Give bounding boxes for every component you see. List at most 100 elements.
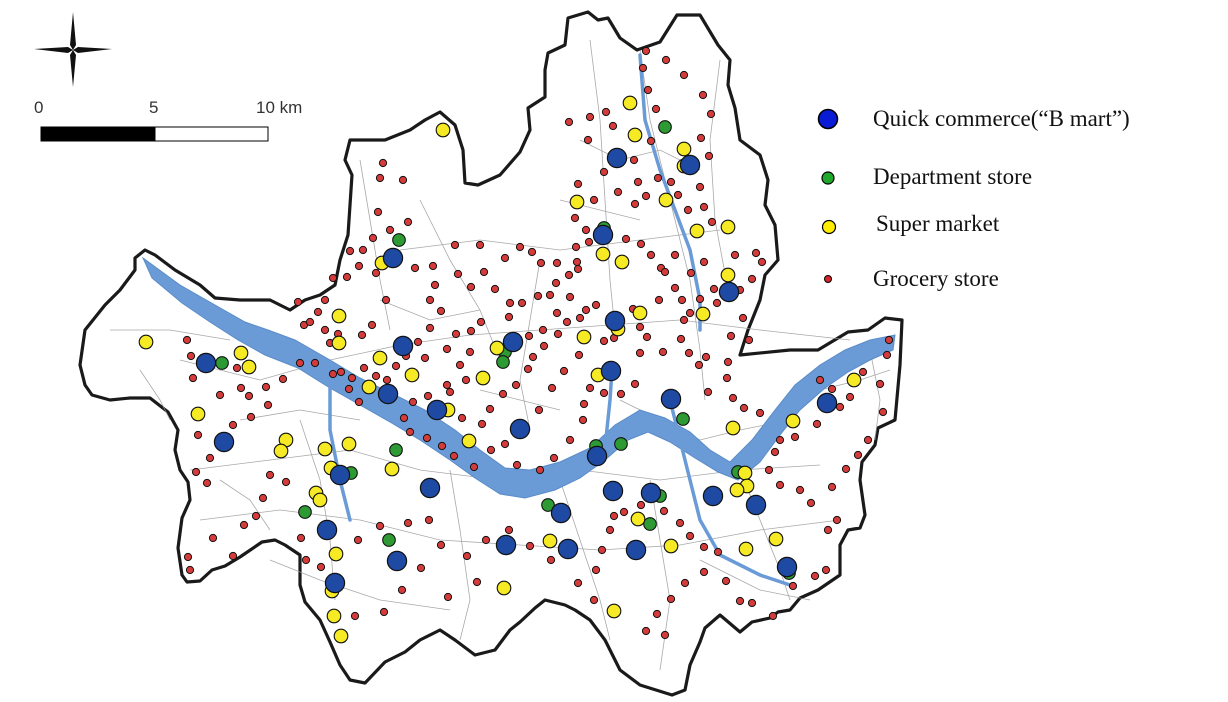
grocery-store-marker [410,263,420,273]
grocery-store-marker [477,419,487,429]
bmart-marker [195,352,217,374]
grocery-store-marker [228,420,238,430]
grocery-store-marker [621,234,631,244]
grocery-store-marker [403,518,413,528]
grocery-store-marker [475,240,485,250]
grocery-store-marker [599,388,609,398]
grocery-store-marker [551,278,561,288]
grocery-store-marker [616,389,626,399]
grocery-store-marker [564,270,574,280]
grocery-store-marker [445,387,455,397]
supermarket-marker [542,533,558,549]
grocery-store-marker [481,535,491,545]
grocery-store-marker [764,465,774,475]
supermarket-marker [622,95,638,111]
grocery-store-marker [770,447,780,457]
department-store-marker [614,437,628,451]
grocery-store-marker [635,348,645,358]
grocery-store-marker [328,369,338,379]
grocery-store-marker [208,533,218,543]
bmart-marker [586,445,608,467]
grocery-store-marker [755,408,765,418]
bmart-marker [495,534,517,556]
han-river [141,256,896,499]
legend-label-supermarket: Super market [876,211,1000,236]
grocery-store-marker [536,258,546,268]
bmart-marker [426,399,448,421]
department-store-marker [215,356,229,370]
bmart-marker [625,539,647,561]
grocery-store-marker [391,361,401,371]
grocery-store-marker [574,350,584,360]
grocery-store-marker [652,609,662,619]
grocery-store-marker [670,283,680,293]
department-store-marker [382,533,396,547]
supermarket-marker [630,511,646,527]
grocery-store-marker [552,258,562,268]
supermarket-marker [361,379,377,395]
grocery-store-marker [575,313,585,323]
grocery-store-marker [709,284,719,294]
grocery-store-marker [193,430,203,440]
bmart-marker [316,519,338,541]
grocery-store-marker [658,347,668,357]
department-store-marker [541,498,555,512]
grocery-store-marker [202,478,212,488]
grocery-store-marker [373,207,383,217]
bmart-marker [606,147,628,169]
grocery-store-marker [722,373,732,383]
grocery-store-marker [853,450,863,460]
bmart-marker [604,310,626,332]
scale-tick-10km: 10 km [256,98,302,117]
grocery-store-marker [408,397,418,407]
bmart-marker [377,383,399,405]
grocery-store-marker [613,187,623,197]
supermarket-marker [569,194,585,210]
grocery-store-marker [591,300,601,310]
grocery-store-marker [524,331,534,341]
grocery-store-marker [581,305,591,315]
supermarket-marker [331,308,347,324]
grocery-store-marker [564,117,574,127]
grocery-store-marker [423,391,433,401]
grocery-store-marker [405,427,415,437]
grocery-store-marker [573,179,583,189]
grocery-store-marker [538,325,548,335]
bmart-marker [386,550,408,572]
grocery-store-marker [381,295,391,305]
bmart-marker [745,494,767,516]
grocery-store-marker [675,518,685,528]
grocery-store-marker [584,237,594,247]
grocery-store-marker [642,332,652,342]
supermarket-marker [317,441,333,457]
supermarket-marker [190,406,206,422]
grocery-store-marker [525,541,535,551]
bmart-marker [660,388,682,410]
grocery-store-marker [884,335,894,345]
grocery-store-marker [385,225,395,235]
supermarket-marker [663,538,679,554]
grocery-store-marker [457,413,467,423]
grocery-store-marker [573,578,583,588]
grocery-store-marker [420,353,430,363]
grocery-store-marker [863,435,873,445]
grocery-store-marker [775,435,785,445]
grocery-store-marker [466,326,476,336]
grocery-store-marker [191,467,201,477]
grocery-store-marker [449,451,459,461]
grocery-store-marker [263,400,273,410]
grocery-store-marker [581,225,591,235]
grocery-store-marker [512,460,522,470]
legend-bmart-icon [817,108,839,130]
grocery-store-marker [882,350,892,360]
supermarket-marker [785,413,801,429]
grocery-store-marker [599,167,609,177]
grocery-store-marker [707,217,717,227]
grocery-store-marker [738,313,748,323]
grocery-store-marker [451,329,461,339]
grocery-store-marker [455,360,465,370]
legend-label-bmart: Quick commerce(“B mart”) [873,106,1130,131]
bmart-marker [392,335,414,357]
department-store-marker [658,120,672,134]
